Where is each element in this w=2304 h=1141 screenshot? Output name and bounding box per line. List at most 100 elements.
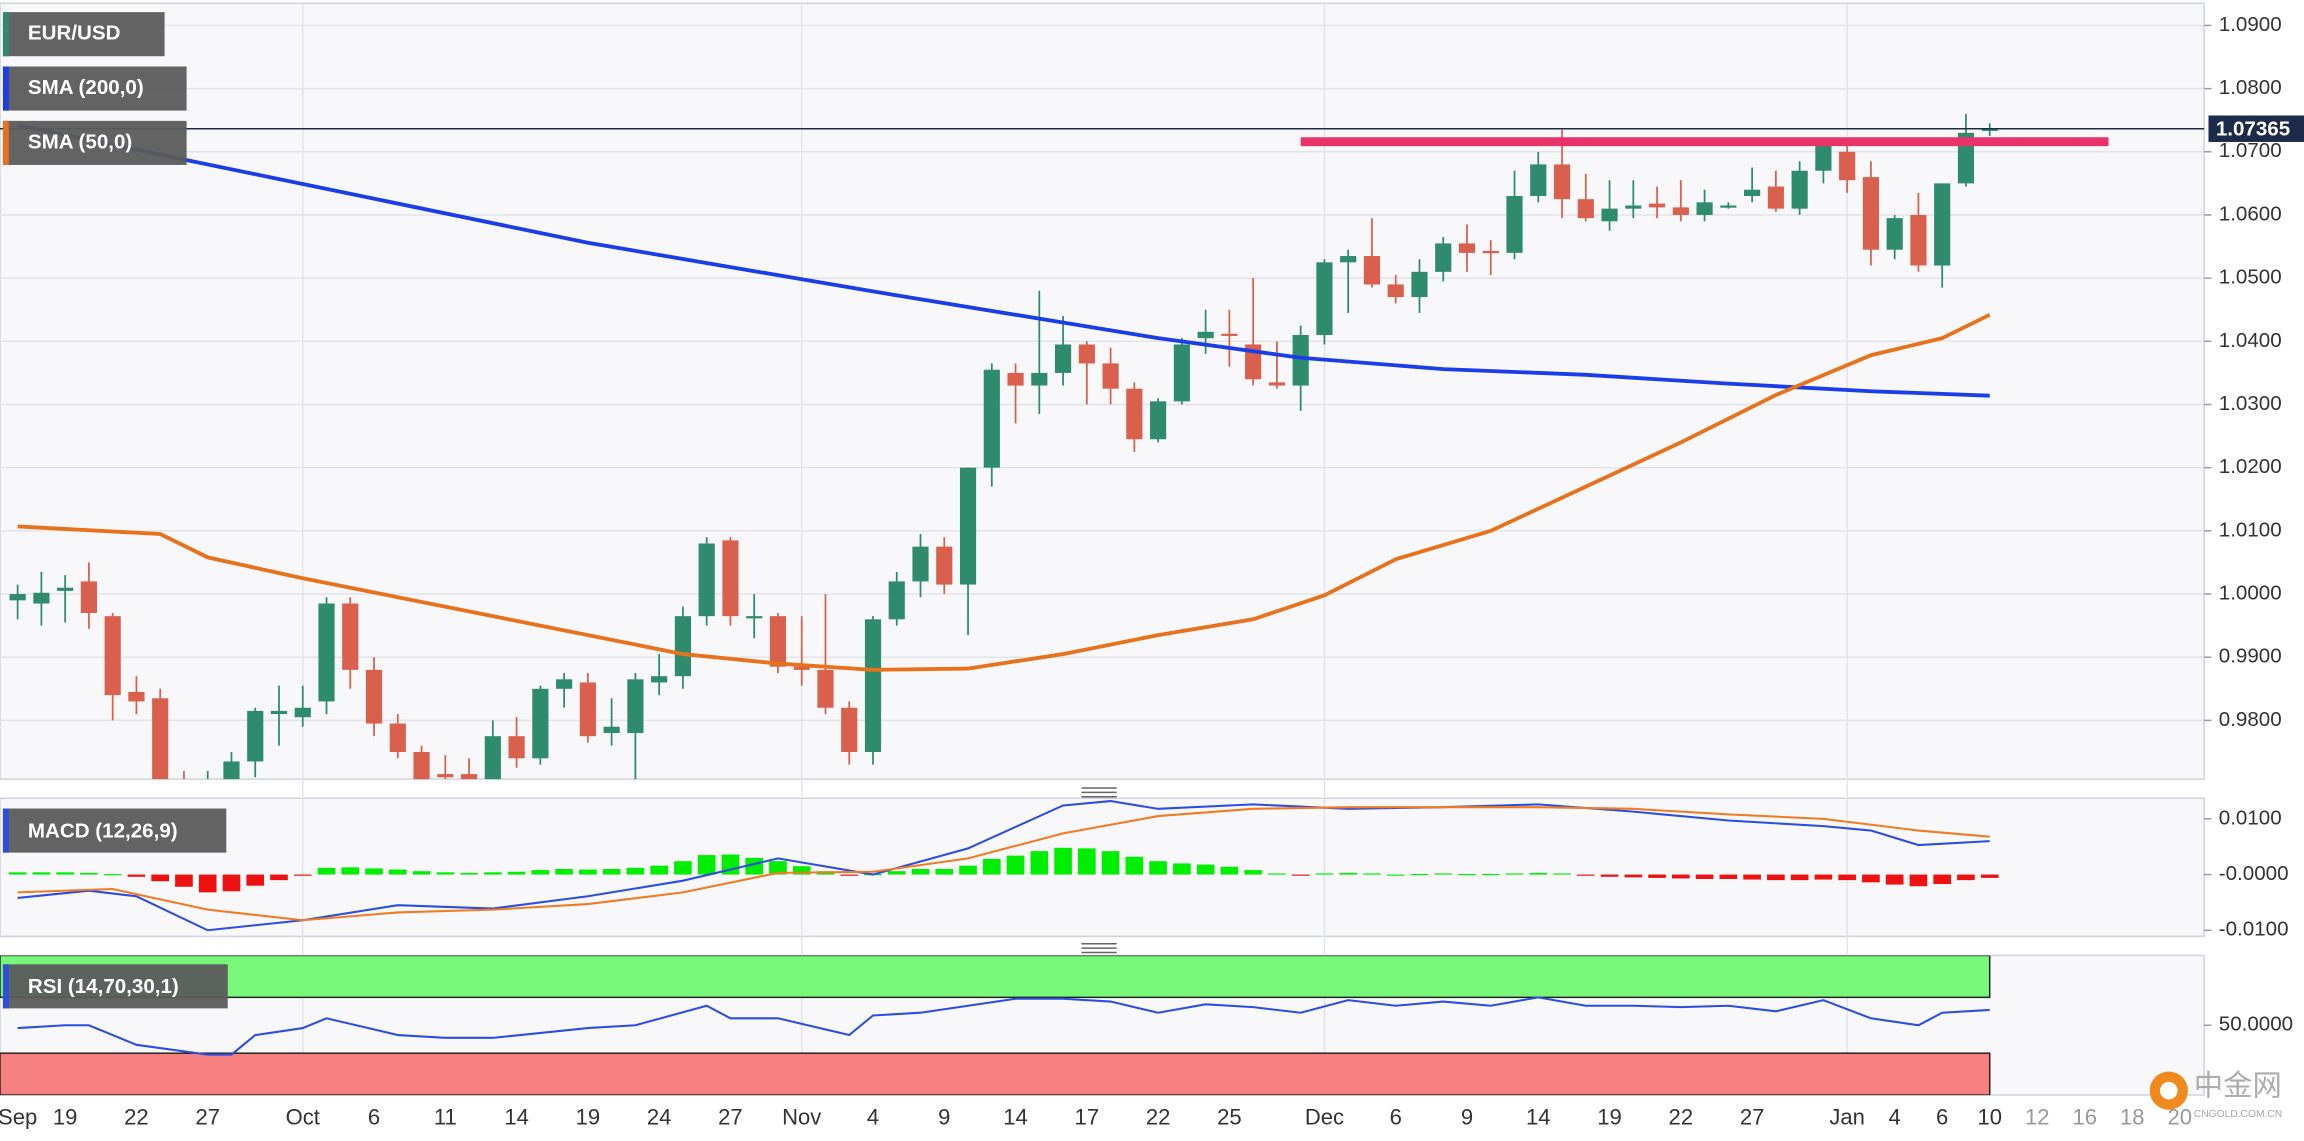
legend-box: [2, 66, 187, 111]
y-tick-label: 1.0700: [2219, 139, 2282, 162]
macd-histogram-bar: [1410, 873, 1429, 876]
x-tick-label: 6: [368, 1104, 380, 1129]
panel-data: [8, 800, 1999, 932]
x-tick-label: 19: [1597, 1104, 1622, 1129]
macd-histogram-bar: [650, 865, 668, 875]
x-tick-label: Oct: [286, 1104, 320, 1129]
macd-histogram-bar: [792, 866, 811, 875]
macd-histogram-bar: [1885, 874, 1904, 885]
legend-swatch: [2, 120, 9, 165]
macd-histogram-bar: [1363, 873, 1381, 875]
macd-histogram-bar: [222, 874, 241, 892]
candle-body: [1981, 128, 1998, 131]
macd-histogram-bar: [246, 874, 265, 886]
candle-body: [1886, 218, 1903, 250]
x-tick-label: 11: [434, 1104, 457, 1129]
candle-body: [1458, 243, 1476, 253]
macd-histogram-bar: [959, 865, 977, 875]
candle-body: [1292, 335, 1309, 386]
y-tick-label: 0.9800: [2219, 708, 2282, 731]
x-tick-label: 18: [2120, 1104, 2145, 1129]
y-tick-label: 1.0400: [2219, 329, 2282, 352]
candle-body: [413, 751, 430, 780]
candle-body: [1435, 243, 1452, 272]
legend-item[interactable]: RSI (14,70,30,1): [2, 964, 228, 1009]
macd-histogram-bar: [1196, 864, 1215, 875]
macd-histogram-bar: [1315, 873, 1334, 875]
panel-handle[interactable]: [1081, 942, 1117, 954]
legend-swatch: [2, 12, 9, 57]
candle-body: [1696, 202, 1713, 215]
candle-body: [959, 467, 977, 585]
legend-item[interactable]: EUR/USD: [2, 12, 165, 57]
candle-body: [674, 616, 691, 677]
macd-histogram-bar: [412, 871, 431, 875]
macd-histogram-bar: [293, 874, 312, 876]
watermark-logo: [2160, 1081, 2178, 1100]
macd-histogram-bar: [626, 867, 645, 875]
candle-body: [318, 603, 335, 702]
macd-histogram-bar: [507, 871, 526, 875]
candle-body: [508, 736, 525, 759]
candle-body: [389, 723, 406, 752]
watermark-sub: CNGOLD.COM.CN: [2194, 1109, 2282, 1120]
legend-item[interactable]: MACD (12,26,9): [2, 808, 227, 853]
candle-body: [817, 669, 834, 708]
legend-box: [2, 12, 165, 57]
macd-histogram-bar: [1862, 874, 1880, 883]
macd-histogram-bar: [840, 874, 859, 876]
macd-histogram-bar: [1909, 874, 1928, 887]
x-tick-label: 19: [53, 1104, 78, 1129]
x-tick-label: 14: [504, 1104, 529, 1129]
candle-body: [579, 682, 596, 737]
rsi-band: [0, 955, 1991, 999]
candle-body: [1839, 151, 1856, 181]
candle-body: [1007, 372, 1024, 386]
y-tick-label: 0.0100: [2219, 806, 2282, 829]
candle-body: [1648, 203, 1666, 208]
macd-histogram-bar: [460, 872, 478, 875]
panel-handle[interactable]: [1081, 787, 1117, 798]
candle-body: [365, 669, 383, 724]
y-tick-label: 0.9900: [2219, 645, 2282, 668]
macd-histogram-bar: [1743, 874, 1761, 880]
x-tick-label: Dec: [1305, 1104, 1344, 1129]
macd-histogram-bar: [1695, 874, 1714, 880]
candle-body: [294, 707, 311, 718]
candle-body: [603, 726, 620, 734]
last-price-label: 1.07365: [2216, 118, 2290, 141]
panel-data: [0, 955, 1991, 1096]
macd-histogram-bar: [341, 867, 360, 875]
macd-histogram-bar: [1600, 874, 1619, 877]
candle-body: [223, 761, 240, 780]
macd-histogram-bar: [8, 872, 27, 875]
legend-item[interactable]: SMA (200,0): [2, 66, 187, 111]
candle-body: [1197, 331, 1214, 339]
legend-item[interactable]: SMA (50,0): [2, 120, 187, 165]
macd-histogram-bar: [1576, 874, 1595, 876]
candle-body: [1316, 262, 1333, 336]
x-tick-label: 17: [1075, 1104, 1100, 1129]
candle-body: [104, 616, 121, 696]
x-tick-label: 22: [1146, 1104, 1171, 1129]
y-tick-label: 1.0300: [2219, 392, 2282, 415]
legend-box: [2, 120, 187, 165]
macd-histogram-bar: [1529, 872, 1548, 875]
macd-histogram-bar: [1672, 874, 1690, 879]
candle-body: [437, 774, 454, 778]
candle-body: [1862, 177, 1879, 250]
macd-histogram-bar: [697, 855, 716, 875]
candle-body: [1150, 401, 1167, 440]
candle-body: [627, 679, 644, 734]
candle-body: [1126, 388, 1143, 440]
y-tick-label: 1.0800: [2219, 76, 2282, 99]
candle-body: [888, 581, 905, 620]
macd-histogram-bar: [1078, 848, 1096, 875]
x-tick-label: 4: [1889, 1104, 1901, 1129]
macd-histogram-bar: [1291, 874, 1310, 876]
macd-histogram-bar: [935, 868, 954, 875]
watermark-text: 中金网: [2194, 1069, 2282, 1102]
candle-body: [1553, 164, 1571, 200]
macd-histogram-bar: [270, 874, 288, 881]
